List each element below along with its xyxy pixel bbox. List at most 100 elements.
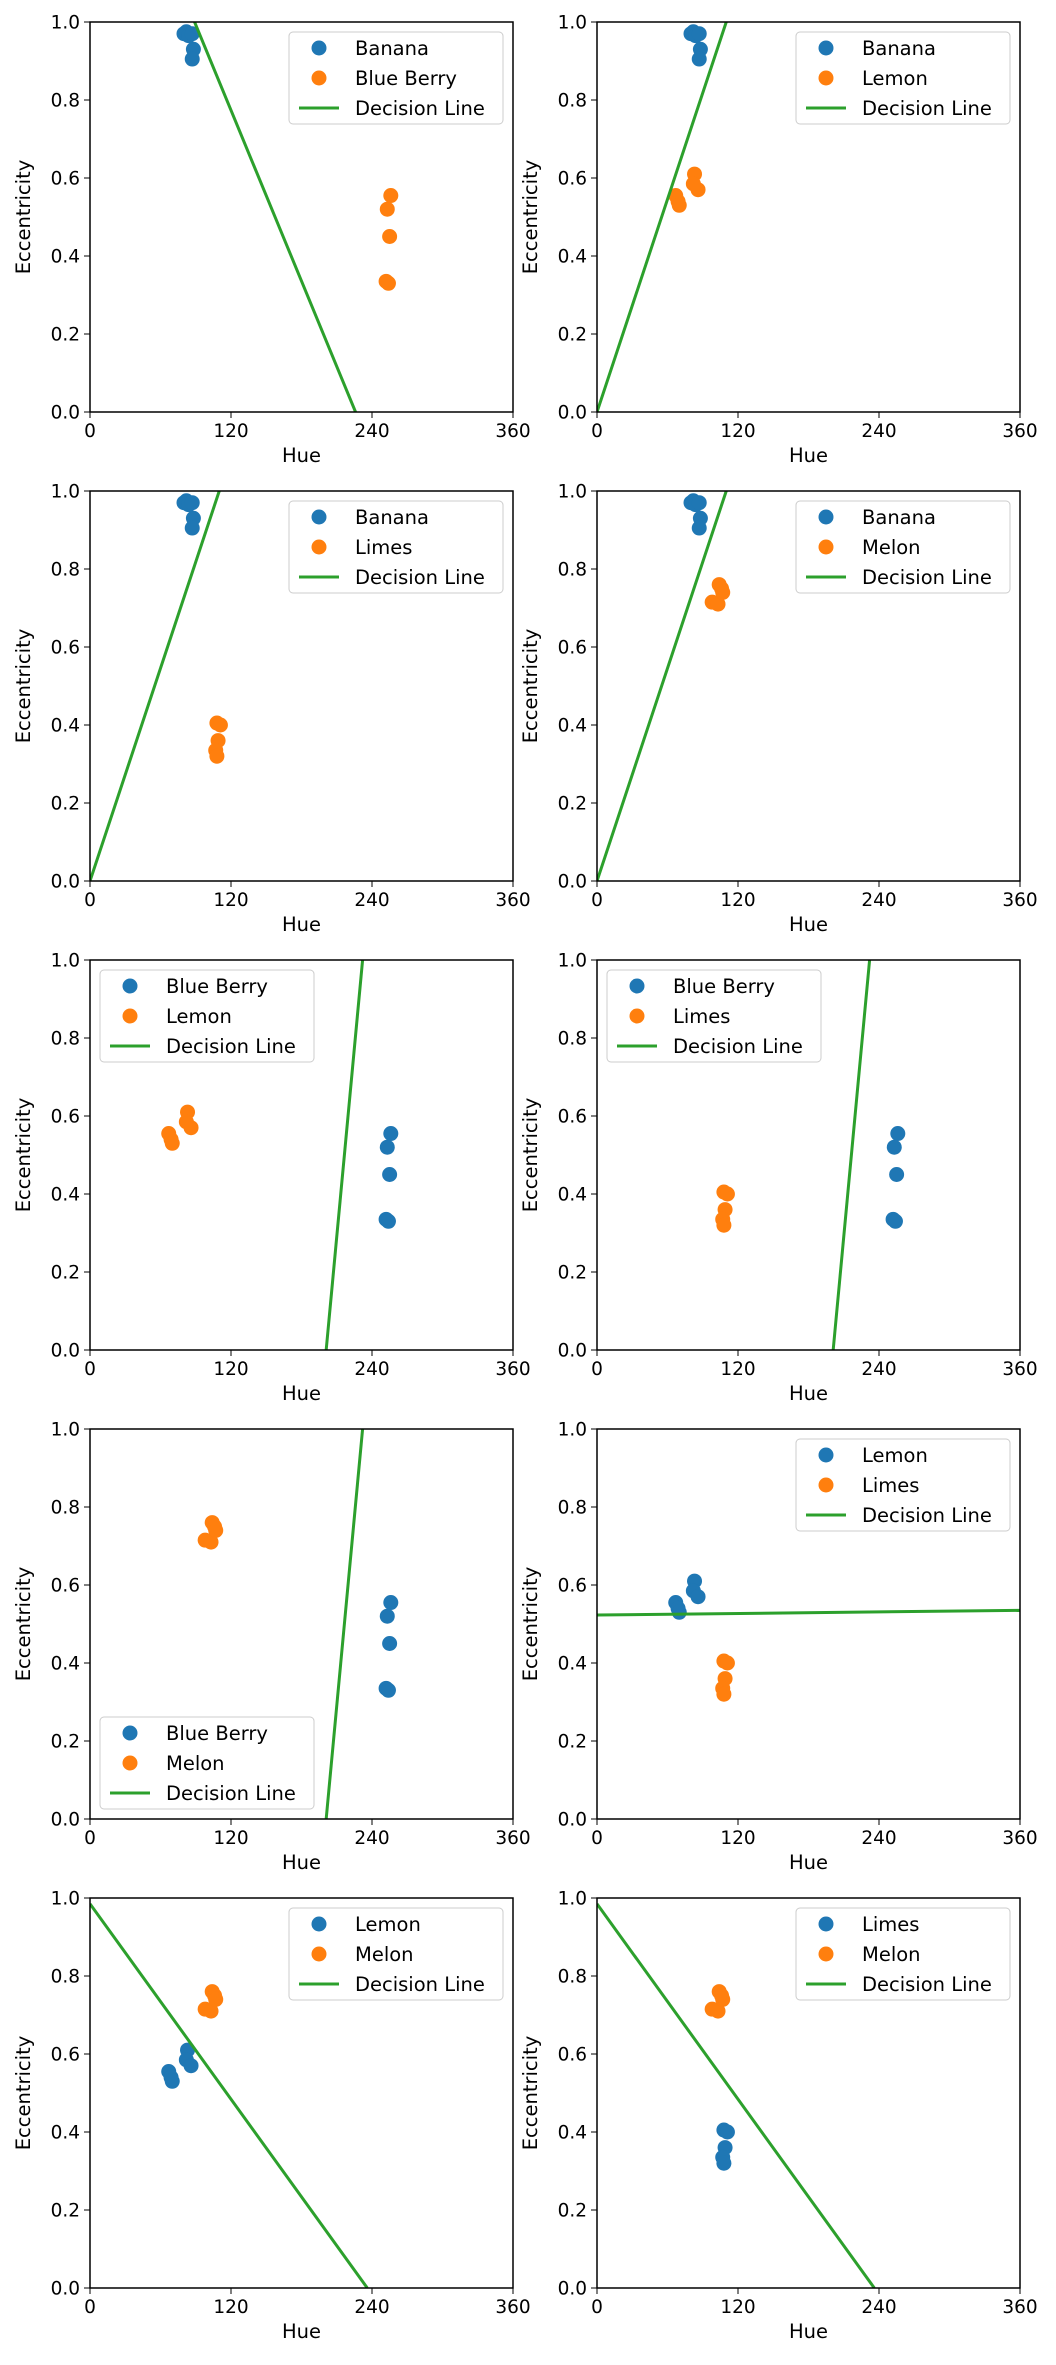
x-tick-label: 0 [591,890,603,911]
y-tick-label: 0.6 [51,1107,80,1128]
legend: Lemon Melon Decision Line [288,1907,504,2001]
legend: Blue Berry Melon Decision Line [99,1716,315,1810]
x-tick-label: 360 [1002,1359,1037,1380]
data-point [380,1682,396,1698]
legend-frame [795,1907,1011,2001]
y-tick-label: 0.2 [558,325,587,346]
data-point [183,2058,199,2074]
legend-label: Decision Line [355,566,485,589]
legend-frame [795,500,1011,594]
data-point [184,495,200,511]
legend-marker [818,1477,834,1493]
data-point [719,1186,735,1202]
x-tick-label: 0 [591,1828,603,1849]
y-tick-label: 0.6 [51,169,80,190]
y-tick-label: 0.0 [51,1810,80,1831]
data-point [382,1167,398,1182]
y-axis-label: Eccentricity [519,2036,542,2151]
decision-line [324,1429,365,1819]
legend-marker [818,40,834,56]
y-tick-label: 0.8 [51,1029,80,1050]
data-point [671,197,687,213]
x-tick-label: 360 [495,2297,530,2318]
data-point [716,1217,732,1233]
y-tick-label: 1.0 [558,13,587,34]
data-point [890,1126,906,1142]
plot-frame [596,1428,1021,1820]
legend-label: Decision Line [862,1504,992,1527]
data-point [715,1991,731,2007]
legend-marker [311,509,327,525]
data-point [691,520,707,536]
legend-marker [122,1725,138,1741]
y-axis-label: Eccentricity [12,629,35,744]
legend-label: Decision Line [862,566,992,589]
legend-marker [818,509,834,525]
subplot-1: 0 120 240 360 0.0 0.2 0.4 0.6 0.8 1.0 Hue Eccentric… [12,13,531,468]
legend-label: Blue Berry [673,975,775,998]
y-tick-label: 0.0 [558,1810,587,1831]
x-tick-label: 360 [495,421,530,442]
data-point [886,1139,902,1155]
data-point [208,1522,224,1538]
legend: Lemon Limes Decision Line [795,1438,1011,1532]
decision-line [597,22,728,412]
subplot-7: 0 120 240 360 0.0 0.2 0.4 0.6 0.8 1.0 Hue Eccentric… [12,1420,531,1875]
x-axis-label: Hue [282,1382,321,1405]
x-tick-label: 240 [861,1828,896,1849]
legend-frame [795,31,1011,125]
plot-frame [89,21,514,413]
data-point [164,2073,180,2089]
y-tick-label: 0.2 [51,2201,80,2222]
legend-marker [311,1946,327,1962]
y-tick-label: 0.2 [51,1263,80,1284]
y-axis-label: Eccentricity [519,629,542,744]
y-tick-label: 0.6 [558,1107,587,1128]
y-tick-label: 0.8 [51,91,80,112]
data-point [383,188,399,204]
data-point [380,275,396,291]
y-tick-label: 0.0 [51,2279,80,2300]
legend-label: Decision Line [862,1973,992,1996]
x-tick-label: 120 [213,2297,248,2318]
legend-marker [122,1008,138,1024]
y-tick-label: 0.4 [51,1654,80,1675]
y-tick-label: 0.4 [558,2123,587,2144]
x-tick-label: 0 [84,1359,96,1380]
y-axis-label: Eccentricity [519,160,542,275]
y-tick-label: 0.2 [558,2201,587,2222]
x-axis-label: Hue [789,1382,828,1405]
legend-marker [122,1755,138,1771]
subplot-9: 0 120 240 360 0.0 0.2 0.4 0.6 0.8 1.0 Hue Eccentric… [12,1889,531,2344]
data-point [379,1608,395,1624]
legend-frame [795,1438,1011,1532]
y-tick-label: 1.0 [51,482,80,503]
x-tick-label: 0 [84,890,96,911]
data-point [164,1135,180,1151]
x-tick-label: 360 [1002,1828,1037,1849]
y-axis-label: Eccentricity [12,2036,35,2151]
y-tick-label: 1.0 [558,1420,587,1441]
x-tick-label: 0 [84,421,96,442]
y-tick-label: 0.8 [558,1029,587,1050]
legend-marker [629,978,645,994]
legend-label: Limes [862,1474,919,1497]
legend-frame [288,500,504,594]
legend-label: Lemon [862,67,928,90]
x-tick-label: 0 [591,421,603,442]
legend-marker [818,70,834,86]
subplot-2: 0 120 240 360 0.0 0.2 0.4 0.6 0.8 1.0 Hue Eccentric… [519,13,1038,468]
y-tick-label: 1.0 [558,482,587,503]
legend-label: Blue Berry [166,1722,268,1745]
legend-label: Banana [355,37,429,60]
y-tick-label: 0.8 [558,1498,587,1519]
x-axis-label: Hue [282,1851,321,1874]
x-tick-label: 120 [213,1359,248,1380]
legend-marker [818,1447,834,1463]
data-point [887,1213,903,1229]
legend-marker [818,1916,834,1932]
y-tick-label: 0.0 [558,2279,587,2300]
legend-label: Decision Line [166,1035,296,1058]
legend-marker [311,1916,327,1932]
legend-label: Limes [862,1913,919,1936]
